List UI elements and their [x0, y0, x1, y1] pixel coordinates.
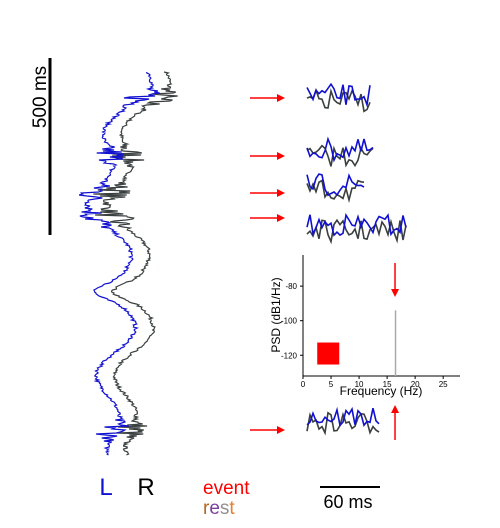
psd-x-tick-label: 5 [329, 380, 334, 389]
snippet-right-trace [306, 179, 365, 204]
psd-y-tick-label: -100 [281, 317, 298, 326]
snippet-left-trace [306, 406, 380, 428]
psd-y-axis-label: PSD (dB1/Hz) [269, 277, 283, 352]
psd-y-tick-label: -120 [281, 351, 298, 360]
snippet-left-trace [306, 173, 365, 197]
legend-rest-letter: r [203, 498, 210, 519]
right-channel-label: R [137, 474, 154, 501]
legend-rest-letter: e [209, 498, 220, 519]
psd-up-arrow-head [391, 405, 400, 413]
event-arrow-head [277, 189, 285, 197]
psd-x-tick-label: 15 [383, 380, 392, 389]
legend-rest: rest [203, 498, 235, 519]
snippet-left-trace [306, 82, 371, 108]
psd-marks [317, 263, 400, 440]
event-snippets [306, 82, 407, 436]
eeg-traces [78, 71, 178, 456]
event-arrow-head [277, 152, 285, 160]
snippet-left-trace [306, 136, 374, 163]
snippet-right-trace [306, 87, 371, 113]
psd-y-ticks: -80 -100 -120 [281, 282, 303, 360]
snippet-left-trace [306, 212, 407, 237]
left-channel-trace [78, 72, 160, 456]
psd-inset: -80 -100 -120 0 5 10 15 20 25 PSD (dB1/Hz) Freq… [269, 255, 460, 440]
psd-x-tick-label: 20 [411, 380, 420, 389]
psd-x-tick-label: 25 [439, 380, 448, 389]
left-channel-label: L [99, 474, 112, 501]
window-scale-label: 60 ms [323, 492, 372, 512]
psd-marker [317, 342, 340, 365]
psd-x-ticks: 0 5 10 15 20 25 [301, 376, 448, 389]
psd-y-tick-label: -80 [285, 282, 297, 291]
event-arrow-head [277, 214, 285, 222]
legend-rest-letter: s [220, 498, 230, 519]
event-arrow-head [277, 426, 285, 434]
psd-x-tick-label: 10 [355, 380, 364, 389]
event-arrows [250, 94, 285, 434]
time-scale-label: 500 ms [30, 66, 51, 128]
psd-x-tick-label: 0 [301, 380, 306, 389]
legend-event: event [203, 478, 250, 499]
legend-rest-letter: t [229, 498, 235, 519]
psd-x-axis-label: Frequency (Hz) [340, 384, 423, 398]
psd-down-arrow-head [391, 289, 400, 297]
event-arrow-head [277, 94, 285, 102]
right-channel-trace [93, 71, 178, 456]
